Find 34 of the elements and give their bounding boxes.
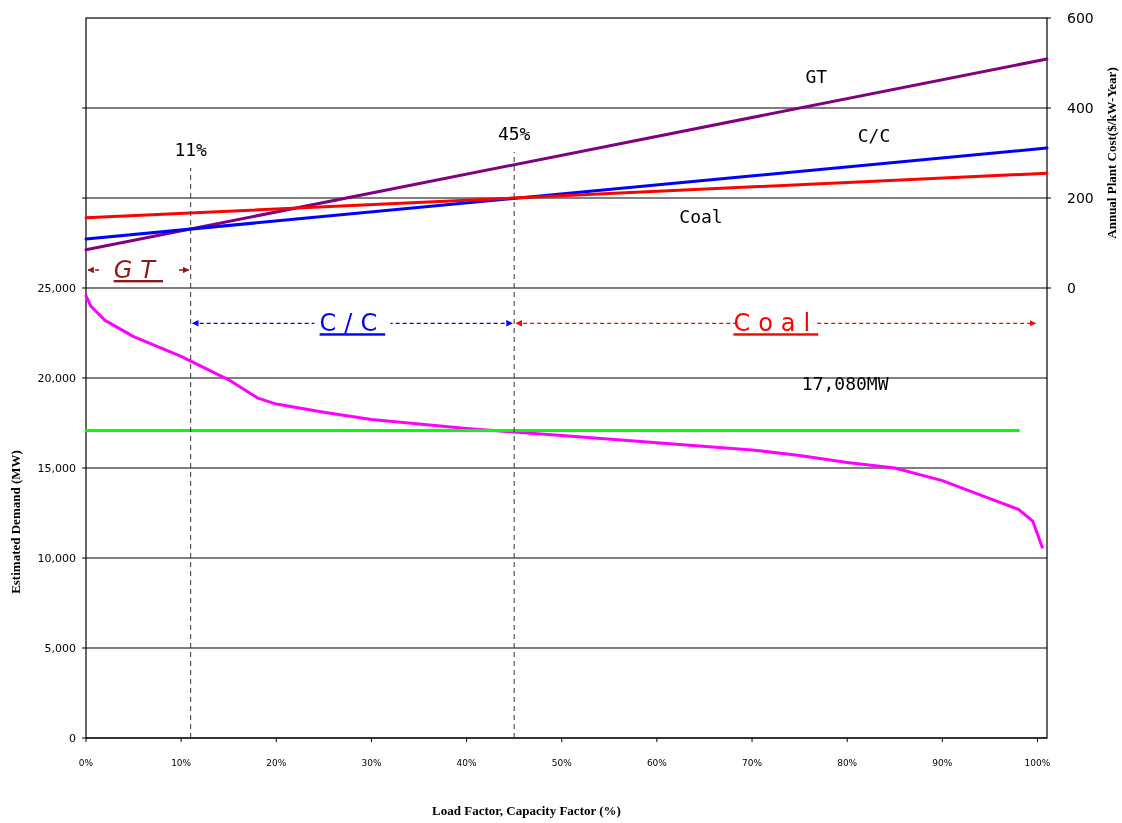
x-axis-title: Load Factor, Capacity Factor (%) xyxy=(432,803,621,818)
x-tick-label: 50% xyxy=(551,758,573,768)
y-tick-label: 20,000 xyxy=(37,372,76,385)
annotation: Coal xyxy=(733,309,819,338)
series-label: GT xyxy=(805,65,828,87)
y-tick-label: 10,000 xyxy=(37,552,76,565)
y2-axis-title: Annual Plant Cost($/kW-Year) xyxy=(1104,67,1119,239)
annotation: GT xyxy=(113,256,163,284)
x-tick-label: 100% xyxy=(1024,758,1051,768)
x-tick-label: 90% xyxy=(932,758,953,768)
x-tick-label: 20% xyxy=(266,758,287,768)
x-tick-label: 30% xyxy=(361,758,382,768)
line-series xyxy=(84,294,1044,549)
x-tick-label: 0% xyxy=(78,758,94,768)
y2-tick-label: 400 xyxy=(1067,100,1094,116)
y2-tick-label: 0 xyxy=(1067,280,1076,296)
x-tick-label: 60% xyxy=(646,758,668,768)
x-tick-label: 80% xyxy=(837,758,858,768)
y-tick-label: 15,000 xyxy=(37,462,76,475)
annotation: 17,080MW xyxy=(801,373,889,395)
series-label: Coal xyxy=(679,206,723,228)
annotation: C/C xyxy=(319,309,386,338)
x-tick-label: 40% xyxy=(456,758,478,768)
y-tick-label: 0 xyxy=(69,732,76,745)
y-tick-label: 25,000 xyxy=(37,282,76,295)
x-tick-label: 10% xyxy=(171,758,192,768)
ref-line-label: 45% xyxy=(497,123,531,144)
series-label: C/C xyxy=(857,125,891,147)
x-tick-label: 70% xyxy=(742,758,763,768)
ref-line-label: 11% xyxy=(174,139,208,160)
y2-tick-label: 200 xyxy=(1067,190,1094,206)
y-axis-title: Estimated Demand (MW) xyxy=(8,450,23,594)
y-tick-label: 5,000 xyxy=(44,642,76,655)
y2-tick-label: 600 xyxy=(1067,10,1094,26)
